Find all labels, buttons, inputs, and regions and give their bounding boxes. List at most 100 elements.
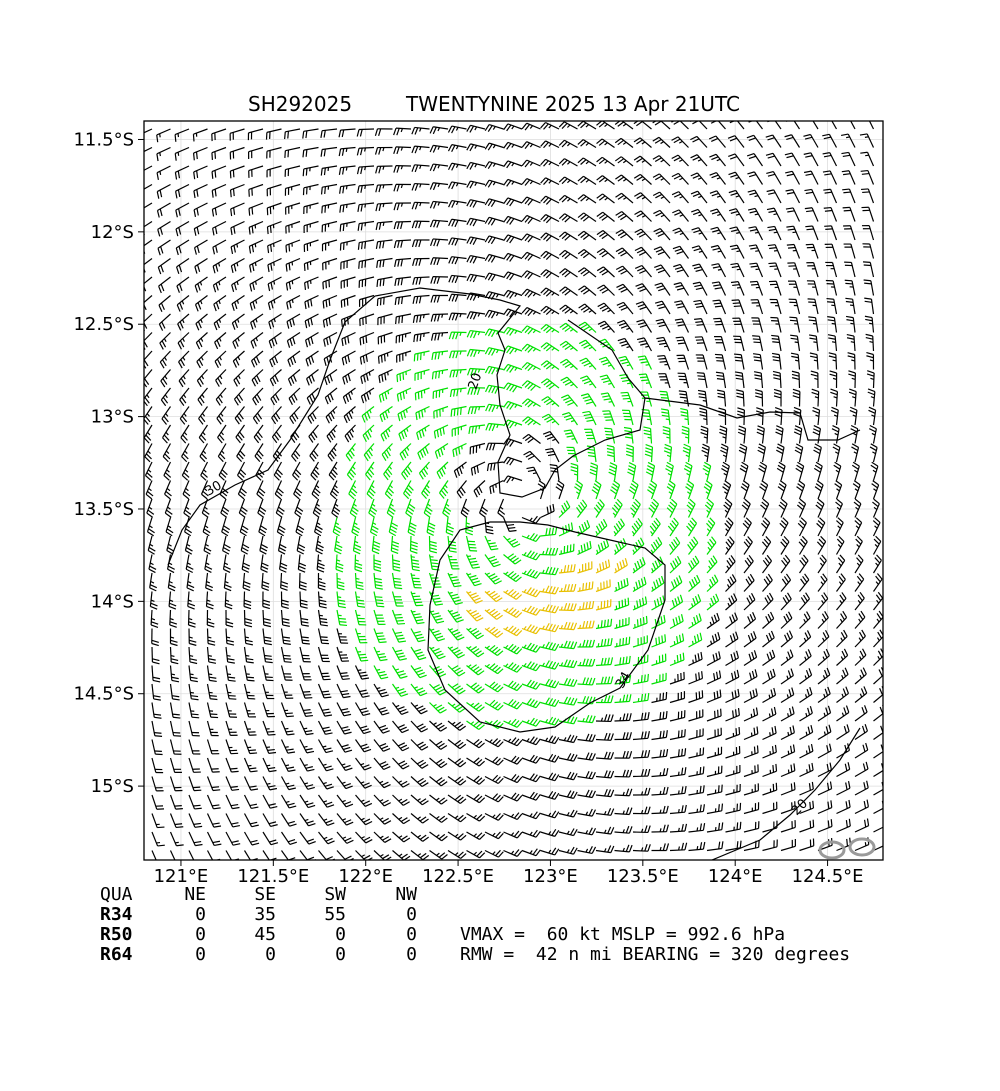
wind-barb xyxy=(740,462,748,480)
barb-feather xyxy=(790,320,797,321)
barb-feather xyxy=(336,544,343,547)
barb-feather xyxy=(747,172,754,174)
barb-staff xyxy=(686,392,688,407)
barb-feather xyxy=(504,198,508,204)
wind-barb xyxy=(448,145,466,152)
wind-barb xyxy=(705,499,713,517)
barb-feather xyxy=(805,208,812,209)
barb-feather xyxy=(350,513,356,517)
wind-barb xyxy=(218,425,226,443)
barb-feather xyxy=(471,468,472,475)
wind-barb xyxy=(694,319,707,333)
barb-feather xyxy=(401,432,404,439)
barb-staff xyxy=(813,244,818,258)
barb-feather xyxy=(198,400,202,406)
barb-feather xyxy=(160,362,164,368)
barb-feather xyxy=(361,167,363,174)
barb-feather xyxy=(647,466,653,469)
barb-feather xyxy=(691,191,698,194)
barb-feather xyxy=(380,241,381,248)
wind-barb xyxy=(466,518,473,535)
barb-feather xyxy=(397,166,399,173)
barb-feather xyxy=(510,459,514,465)
barb-feather xyxy=(854,481,860,485)
wind-barb xyxy=(251,314,263,329)
barb-feather xyxy=(510,274,514,280)
barb-feather xyxy=(711,138,718,141)
barb-staff xyxy=(181,425,189,438)
barb-feather xyxy=(631,484,637,488)
barb-half-feather xyxy=(316,485,319,487)
wind-barb xyxy=(873,518,880,536)
barb-half-feather xyxy=(442,333,443,337)
barb-feather xyxy=(672,210,679,213)
barb-staff xyxy=(341,259,356,263)
barb-half-feather xyxy=(718,251,722,252)
barb-feather xyxy=(424,513,430,517)
barb-half-feather xyxy=(552,421,555,423)
wind-barb xyxy=(256,462,264,480)
barb-feather xyxy=(415,202,417,209)
barb-feather xyxy=(584,363,591,366)
wind-barb xyxy=(612,499,622,517)
barb-feather xyxy=(467,144,471,150)
barb-feather xyxy=(872,484,878,488)
barb-feather xyxy=(638,286,645,289)
wind-barb xyxy=(485,536,498,550)
wind-barb xyxy=(574,481,582,499)
barb-feather xyxy=(470,182,474,188)
barb-feather xyxy=(539,481,545,485)
barb-feather xyxy=(399,316,400,323)
barb-feather xyxy=(565,309,571,313)
barb-half-feather xyxy=(865,137,869,138)
barb-feather xyxy=(168,588,175,591)
barb-feather xyxy=(212,209,213,216)
barb-feather xyxy=(636,302,643,304)
barb-feather xyxy=(638,356,645,357)
barb-feather xyxy=(485,180,489,186)
barb-feather xyxy=(579,505,583,511)
wind-barb xyxy=(812,389,819,406)
barb-staff xyxy=(641,193,652,203)
barb-feather xyxy=(306,359,308,366)
barb-half-feather xyxy=(220,376,222,379)
barb-feather xyxy=(381,355,382,362)
barb-feather xyxy=(510,237,514,243)
barb-staff xyxy=(419,462,429,473)
wind-barb xyxy=(376,240,392,249)
barb-staff xyxy=(322,203,337,206)
barb-staff xyxy=(721,337,725,351)
wind-barb xyxy=(691,173,707,185)
barb-half-feather xyxy=(533,473,537,474)
barb-feather xyxy=(564,503,567,509)
barb-feather xyxy=(293,375,296,382)
barb-half-feather xyxy=(219,300,220,303)
barb-feather xyxy=(533,553,537,559)
barb-half-feather xyxy=(237,244,238,248)
barb-feather xyxy=(845,280,852,281)
barb-staff xyxy=(379,351,393,356)
barb-feather xyxy=(713,285,720,286)
barb-feather xyxy=(560,305,566,309)
wind-barb xyxy=(165,481,172,499)
barb-feather xyxy=(279,526,285,530)
wind-barb xyxy=(561,377,578,388)
wind-barb xyxy=(204,536,211,554)
barb-feather xyxy=(686,487,692,491)
barb-feather xyxy=(811,371,818,373)
barb-feather xyxy=(504,327,508,333)
barb-feather xyxy=(292,415,296,421)
wind-barb xyxy=(682,426,689,443)
barb-feather xyxy=(224,588,231,591)
barb-feather xyxy=(197,227,199,234)
barb-feather xyxy=(419,411,420,418)
barb-staff xyxy=(415,165,430,166)
barb-feather xyxy=(758,426,765,429)
barb-half-feather xyxy=(187,544,190,546)
barb-feather xyxy=(653,174,659,178)
barb-staff xyxy=(249,129,263,133)
wind-barb xyxy=(250,296,263,311)
wind-barb xyxy=(231,259,244,273)
barb-staff xyxy=(212,148,226,153)
barb-feather xyxy=(480,513,486,517)
